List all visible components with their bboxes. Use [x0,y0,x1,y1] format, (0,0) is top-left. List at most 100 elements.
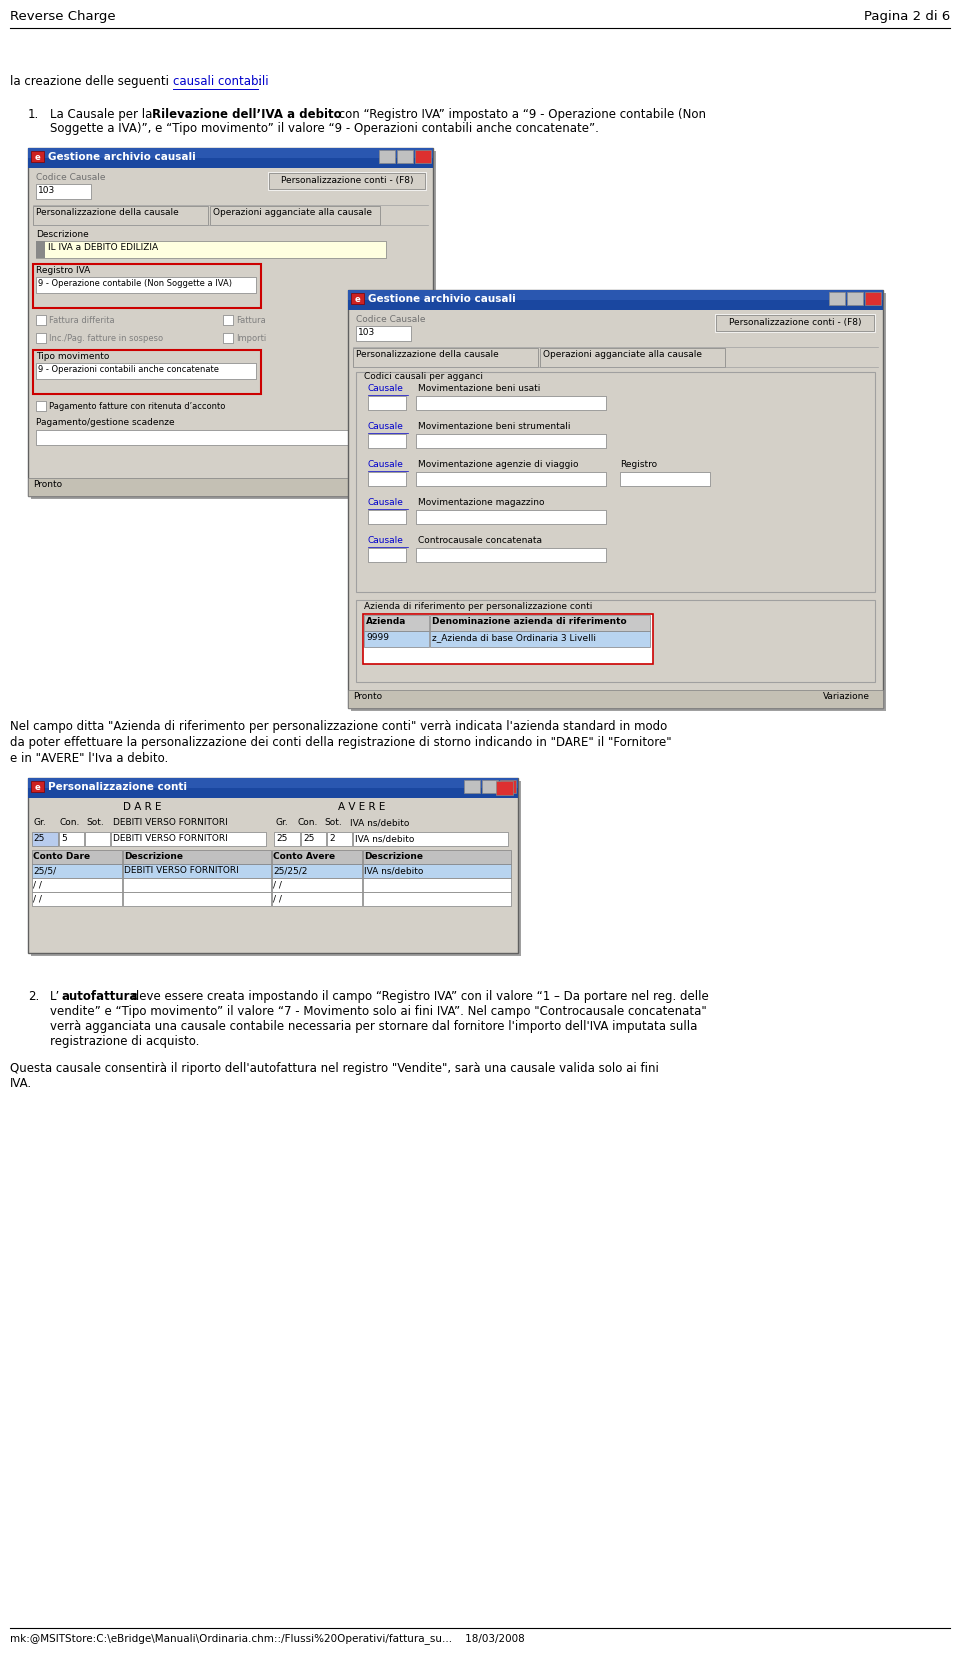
Bar [353,831,508,846]
Bar [28,779,518,798]
Bar [363,893,511,906]
Text: Soggette a IVA)”, e “Tipo movimento” il valore “9 - Operazioni contabili anche c: Soggette a IVA)”, e “Tipo movimento” il … [50,122,599,136]
Bar [223,316,233,326]
Text: DEBITI VERSO FORNITORI: DEBITI VERSO FORNITORI [113,818,228,826]
Bar [123,850,271,865]
Text: IVA ns/debito: IVA ns/debito [364,866,423,874]
Text: Conto Dare: Conto Dare [33,851,90,861]
Text: Questa causale consentirà il riporto dell'autofattura nel registro "Vendite", sa: Questa causale consentirà il riporto del… [10,1061,659,1074]
Text: D A R E: D A R E [123,802,161,812]
Text: e in "AVERE" l'Iva a debito.: e in "AVERE" l'Iva a debito. [10,752,168,765]
Bar [28,149,433,169]
Bar [33,350,261,393]
Bar [363,850,511,865]
Bar [829,293,845,306]
Text: 9 - Operazioni contabili anche concatenate: 9 - Operazioni contabili anche concatena… [38,365,219,374]
Text: Personalizzazione conti: Personalizzazione conti [48,782,187,792]
Bar [715,314,875,332]
Bar [353,349,538,367]
Text: / /: / / [33,879,42,889]
Text: Gestione archivio causali: Gestione archivio causali [48,152,196,162]
Text: / /: / / [273,879,282,889]
Bar [32,865,122,878]
Bar [430,631,650,646]
Text: IVA ns/debito: IVA ns/debito [350,818,409,826]
Text: mk:@MSITStore:C:\eBridge\Manuali\Ordinaria.chm::/Flussi%20Operativi/fattura_su..: mk:@MSITStore:C:\eBridge\Manuali\Ordinar… [10,1633,525,1643]
Bar [31,150,44,162]
Bar [327,831,352,846]
Bar [36,430,386,445]
Text: registrazione di acquisto.: registrazione di acquisto. [50,1035,200,1048]
Text: autofattura: autofattura [62,990,138,1003]
Bar [123,865,271,878]
Bar [85,831,110,846]
Bar [36,278,256,293]
Text: z_Azienda di base Ordinaria 3 Livelli: z_Azienda di base Ordinaria 3 Livelli [432,633,596,641]
Bar [397,150,413,164]
Bar [33,264,261,307]
Text: IVA ns/debito: IVA ns/debito [355,835,415,843]
Text: 2: 2 [329,835,335,843]
Text: L’: L’ [50,990,60,1003]
Bar [28,779,518,954]
Bar [430,615,650,631]
Bar [363,878,511,893]
Text: Pronto: Pronto [33,479,62,489]
Text: 25: 25 [276,835,287,843]
Text: IVA.: IVA. [10,1078,32,1089]
Text: Gestione archivio causali: Gestione archivio causali [368,294,516,304]
Bar [364,631,429,646]
Text: 25: 25 [33,835,44,843]
Bar [31,150,436,499]
Text: Fattura: Fattura [236,316,266,326]
Text: 1.: 1. [28,107,39,121]
Bar [500,780,516,793]
Bar [28,779,518,788]
Bar [847,293,863,306]
Bar [416,397,606,410]
Text: e: e [35,152,40,162]
Bar [269,174,425,188]
Text: Personalizzazione della causale: Personalizzazione della causale [356,350,499,359]
Text: 25: 25 [303,835,314,843]
Text: 103: 103 [358,327,375,337]
Bar [111,831,266,846]
Bar [272,878,362,893]
Bar [272,865,362,878]
Text: Descrizione: Descrizione [36,230,88,240]
Bar [32,878,122,893]
Text: Causale: Causale [368,498,404,507]
Text: / /: / / [273,894,282,903]
Text: A V E R E: A V E R E [338,802,385,812]
Text: Registro: Registro [620,460,658,469]
Bar [356,326,411,341]
Bar [31,780,521,955]
Bar [36,364,256,379]
Text: Causale: Causale [368,536,404,545]
Text: Azienda di riferimento per personalizzazione conti: Azienda di riferimento per personalizzaz… [364,602,592,612]
Text: Personalizzazione conti - (F8): Personalizzazione conti - (F8) [729,319,861,327]
Text: Conto Avere: Conto Avere [273,851,335,861]
Text: DEBITI VERSO FORNITORI: DEBITI VERSO FORNITORI [124,866,239,874]
Bar [36,241,386,258]
Text: Causale: Causale [368,383,404,393]
Text: Reverse Charge: Reverse Charge [10,10,115,23]
Text: DEBITI VERSO FORNITORI: DEBITI VERSO FORNITORI [113,835,228,843]
Text: verrà agganciata una causale contabile necessaria per stornare dal fornitore l'i: verrà agganciata una causale contabile n… [50,1020,697,1033]
Text: Causale: Causale [368,422,404,431]
Bar [348,289,883,299]
Bar [210,207,380,225]
Text: Fattura differita: Fattura differita [49,316,114,326]
Bar [368,397,406,410]
Text: Codici causali per agganci: Codici causali per agganci [364,372,483,380]
Text: Descrizione: Descrizione [364,851,423,861]
Text: 2.: 2. [28,990,39,1003]
Bar [272,850,362,865]
Text: Causale: Causale [368,460,404,469]
Text: 25/5/: 25/5/ [33,866,56,874]
Bar [31,780,44,792]
Text: Sot.: Sot. [324,818,342,826]
Bar [368,435,406,448]
Text: Pagamento fatture con ritenuta d’acconto: Pagamento fatture con ritenuta d’acconto [49,402,226,412]
Bar [540,349,725,367]
